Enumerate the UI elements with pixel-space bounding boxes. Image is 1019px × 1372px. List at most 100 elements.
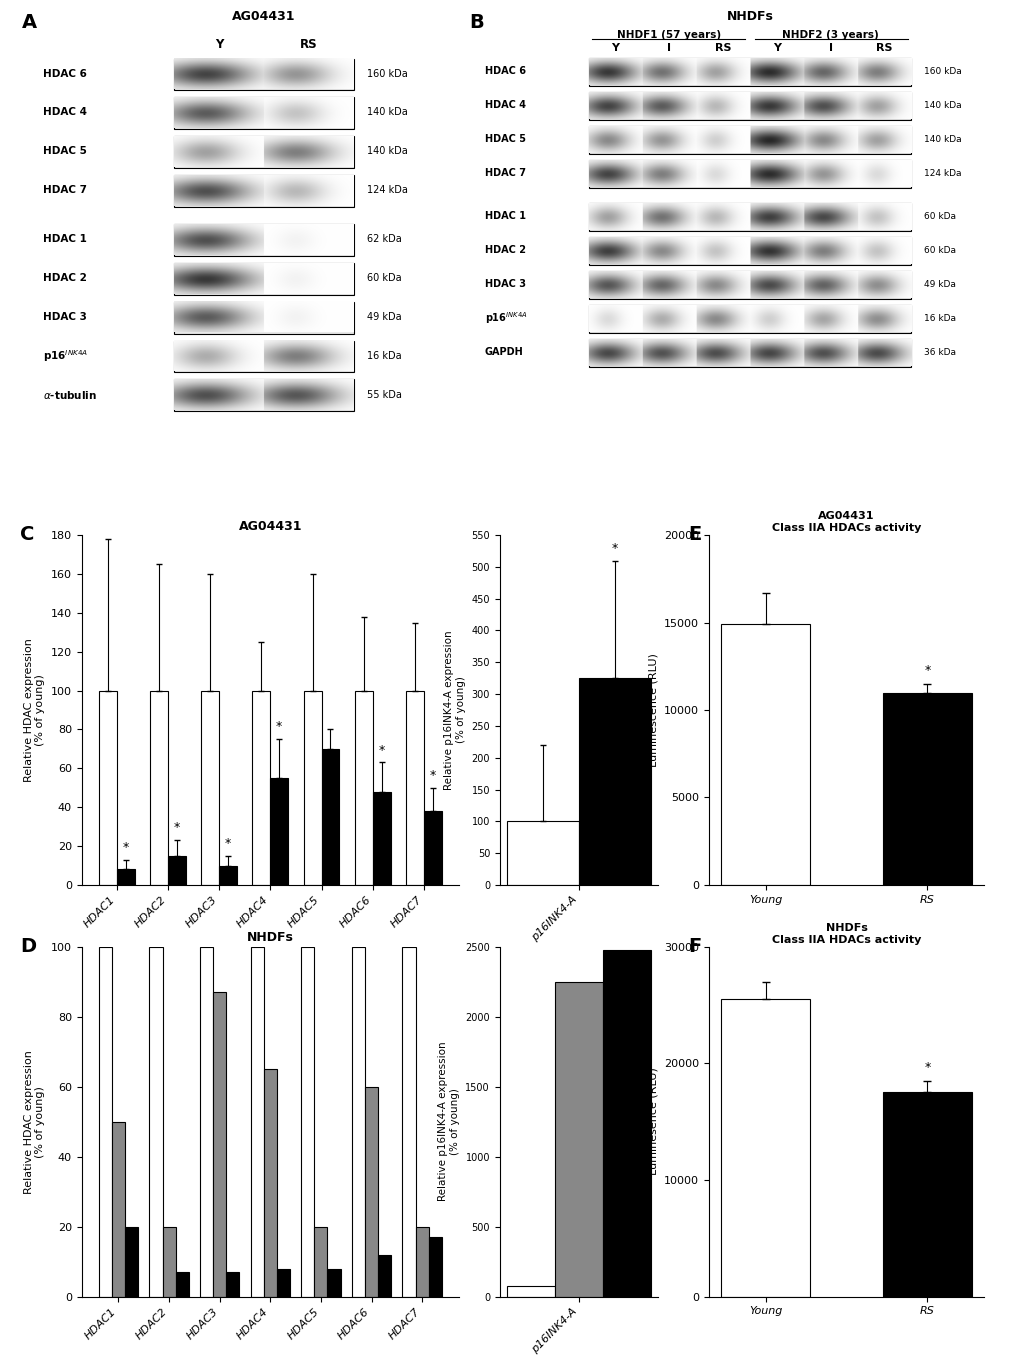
Text: 55 kDa: 55 kDa bbox=[367, 390, 401, 399]
Bar bbox=[588, 161, 910, 188]
Bar bbox=[226, 1272, 239, 1297]
Bar bbox=[174, 224, 354, 257]
Bar bbox=[588, 270, 910, 299]
Text: *: * bbox=[173, 822, 179, 834]
Bar bbox=[301, 947, 314, 1297]
Bar bbox=[588, 203, 910, 230]
Text: *: * bbox=[225, 837, 231, 849]
Text: 140 kDa: 140 kDa bbox=[367, 107, 408, 118]
Bar bbox=[588, 237, 910, 265]
Text: *: * bbox=[378, 744, 384, 757]
Text: *: * bbox=[611, 542, 618, 556]
Bar bbox=[125, 1227, 139, 1297]
Text: 16 kDa: 16 kDa bbox=[923, 314, 955, 322]
Text: *: * bbox=[276, 720, 282, 733]
Text: AG04431: AG04431 bbox=[232, 10, 296, 23]
Y-axis label: Luminesence (RLU): Luminesence (RLU) bbox=[648, 1067, 658, 1176]
Text: 140 kDa: 140 kDa bbox=[923, 134, 961, 144]
Bar bbox=[588, 92, 910, 119]
Bar bbox=[428, 1238, 441, 1297]
Text: HDAC 1: HDAC 1 bbox=[44, 235, 88, 244]
Bar bbox=[174, 97, 354, 129]
Bar bbox=[213, 992, 226, 1297]
Title: AG04431
Class IIA HDACs activity: AG04431 Class IIA HDACs activity bbox=[771, 512, 920, 532]
Text: HDAC 4: HDAC 4 bbox=[44, 107, 88, 118]
Bar bbox=[602, 951, 650, 1297]
Bar bbox=[201, 690, 219, 885]
Bar bbox=[174, 302, 354, 333]
Text: Y: Y bbox=[215, 37, 223, 51]
Text: 60 kDa: 60 kDa bbox=[367, 273, 401, 283]
Text: HDAC 2: HDAC 2 bbox=[484, 246, 525, 255]
Bar bbox=[99, 947, 112, 1297]
Bar bbox=[372, 792, 390, 885]
Text: HDAC 2: HDAC 2 bbox=[44, 273, 88, 283]
Text: RS: RS bbox=[714, 43, 731, 52]
Text: A: A bbox=[22, 14, 37, 32]
Bar bbox=[720, 624, 809, 885]
Text: 60 kDa: 60 kDa bbox=[923, 211, 955, 221]
Title: AG04431: AG04431 bbox=[238, 520, 302, 532]
Bar bbox=[579, 678, 650, 885]
Bar bbox=[424, 811, 441, 885]
Text: 49 kDa: 49 kDa bbox=[367, 311, 401, 322]
Text: HDAC 6: HDAC 6 bbox=[44, 69, 88, 78]
Bar bbox=[401, 947, 415, 1297]
Bar bbox=[168, 856, 185, 885]
Text: HDAC 3: HDAC 3 bbox=[44, 311, 88, 322]
Text: $\alpha$-tubulin: $\alpha$-tubulin bbox=[44, 388, 98, 401]
Text: 36 kDa: 36 kDa bbox=[923, 348, 955, 357]
Title: NHDFs: NHDFs bbox=[247, 932, 293, 944]
Text: Y: Y bbox=[611, 43, 619, 52]
Bar bbox=[720, 999, 809, 1297]
Bar bbox=[270, 778, 288, 885]
Bar bbox=[882, 693, 971, 885]
Bar bbox=[327, 1269, 340, 1297]
Text: GAPDH: GAPDH bbox=[484, 347, 523, 357]
Y-axis label: Relative HDAC expression
(% of young): Relative HDAC expression (% of young) bbox=[23, 1050, 45, 1194]
Text: NHDFs: NHDFs bbox=[726, 10, 772, 23]
Text: p16$^{INK4A}$: p16$^{INK4A}$ bbox=[44, 348, 89, 364]
Bar bbox=[251, 947, 264, 1297]
Bar bbox=[112, 1122, 125, 1297]
Text: C: C bbox=[20, 525, 35, 545]
Bar bbox=[264, 1069, 276, 1297]
Text: *: * bbox=[429, 768, 435, 782]
Y-axis label: Relative p16INK4-A expression
(% of young): Relative p16INK4-A expression (% of youn… bbox=[444, 630, 466, 790]
Bar bbox=[588, 339, 910, 368]
Text: 16 kDa: 16 kDa bbox=[367, 351, 401, 361]
Bar bbox=[276, 1269, 289, 1297]
Bar bbox=[149, 947, 162, 1297]
Text: RS: RS bbox=[875, 43, 892, 52]
Bar bbox=[174, 136, 354, 167]
Text: 49 kDa: 49 kDa bbox=[923, 280, 955, 288]
Bar bbox=[219, 866, 236, 885]
Bar bbox=[174, 59, 354, 91]
Text: NHDF2 (3 years): NHDF2 (3 years) bbox=[782, 30, 878, 40]
Bar bbox=[99, 690, 116, 885]
Text: E: E bbox=[688, 525, 701, 545]
Text: *: * bbox=[923, 664, 929, 676]
Legend: Y, RS: Y, RS bbox=[146, 993, 244, 1013]
Y-axis label: Luminescence (RLU): Luminescence (RLU) bbox=[648, 653, 658, 767]
Bar bbox=[174, 380, 354, 412]
Text: B: B bbox=[469, 14, 483, 32]
Text: I: I bbox=[827, 43, 832, 52]
Text: *: * bbox=[923, 1061, 929, 1074]
Bar bbox=[378, 1254, 391, 1297]
Bar bbox=[314, 1227, 327, 1297]
Bar bbox=[882, 1092, 971, 1297]
Y-axis label: Relative p16INK4-A expression
(% of young): Relative p16INK4-A expression (% of youn… bbox=[438, 1041, 460, 1202]
Text: 140 kDa: 140 kDa bbox=[923, 100, 961, 110]
Bar bbox=[174, 176, 354, 207]
Bar bbox=[352, 947, 365, 1297]
Bar bbox=[506, 822, 579, 885]
Bar bbox=[406, 690, 424, 885]
Text: p16$^{INK4A}$: p16$^{INK4A}$ bbox=[484, 310, 527, 327]
Text: Y: Y bbox=[772, 43, 780, 52]
Bar bbox=[304, 690, 321, 885]
Text: 60 kDa: 60 kDa bbox=[923, 246, 955, 255]
Text: HDAC 5: HDAC 5 bbox=[484, 134, 525, 144]
Text: HDAC 3: HDAC 3 bbox=[484, 279, 525, 289]
Bar bbox=[174, 340, 354, 372]
